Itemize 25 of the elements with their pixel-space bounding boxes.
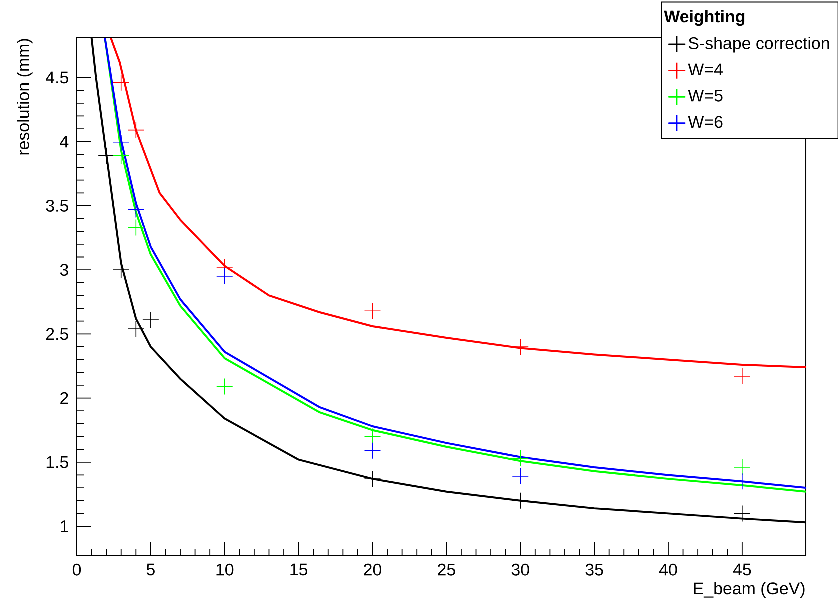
y-tick-label: 3 [60, 264, 68, 276]
x-tick-label: 35 [586, 564, 604, 576]
legend-label: W=6 [688, 116, 723, 128]
y-tick-label: 4.5 [46, 72, 68, 84]
x-tick-label: 30 [512, 564, 530, 576]
x-tick-label: 45 [733, 564, 752, 576]
legend-label: W=4 [688, 64, 723, 76]
x-tick-label: 20 [364, 564, 382, 576]
legend-title: Weighting [664, 10, 745, 26]
x-tick-label: 25 [438, 564, 456, 576]
x-tick-label: 40 [659, 564, 678, 576]
y-tick-label: 2.5 [46, 328, 68, 340]
legend-label: W=5 [688, 90, 723, 102]
legend-label: S-shape correction [688, 37, 830, 53]
x-tick-label: 0 [72, 564, 82, 576]
y-tick-label: 1 [61, 520, 68, 532]
x-tick-label: 5 [146, 564, 155, 576]
y-tick-label: 1.5 [46, 456, 68, 468]
x-axis-title: E_beam (GeV) [694, 582, 805, 598]
y-axis-title: resolution (mm) [17, 39, 33, 155]
x-tick-label: 10 [216, 564, 234, 576]
y-tick-label: 2 [60, 392, 68, 404]
x-tick-label: 15 [290, 564, 308, 576]
y-tick-label: 4 [60, 136, 69, 148]
y-tick-label: 3.5 [46, 200, 68, 212]
